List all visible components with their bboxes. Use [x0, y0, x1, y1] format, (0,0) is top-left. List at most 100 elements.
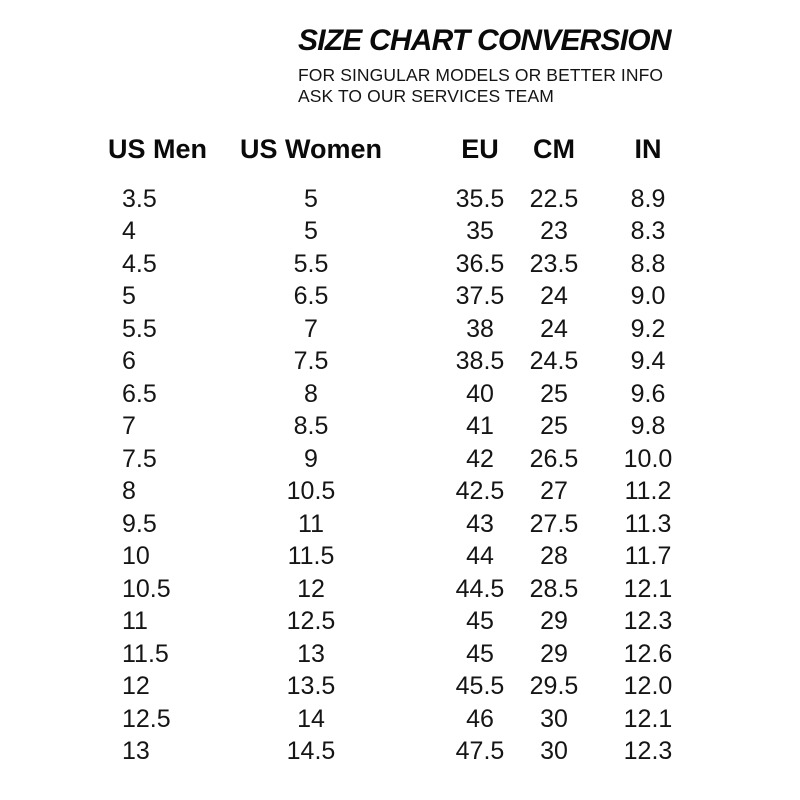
table-row: 6 7.5 38.5 24.5 9.4	[95, 346, 695, 379]
heading-block: SIZE CHART CONVERSION FOR SINGULAR MODEL…	[298, 24, 718, 107]
cell-us-women: 13.5	[286, 672, 336, 701]
cell-eu: 42	[466, 444, 494, 473]
subtitle-line-2: ASK TO OUR SERVICES TEAM	[298, 86, 554, 106]
cell-in: 8.9	[630, 184, 666, 213]
cell-cm: 30	[540, 704, 568, 733]
cell-cm: 29	[540, 607, 568, 636]
cell-us-women: 5.5	[293, 249, 329, 278]
cell-eu: 38.5	[455, 347, 505, 376]
cell-us-men: 5.5	[122, 314, 157, 343]
cell-us-men: 7	[122, 412, 136, 441]
cell-in: 11.7	[624, 542, 672, 571]
cell-in: 9.8	[630, 412, 666, 441]
cell-in: 12.3	[623, 607, 673, 636]
cell-us-men: 13	[122, 737, 150, 766]
cell-us-men: 12.5	[122, 704, 171, 733]
column-header-us-men: US Men	[107, 134, 207, 164]
cell-eu: 42.5	[455, 477, 505, 506]
cell-cm: 29.5	[529, 672, 579, 701]
cell-us-men: 12	[122, 672, 150, 701]
cell-us-women: 6.5	[293, 282, 329, 311]
cell-us-women: 12.5	[286, 607, 336, 636]
table-row: 12 13.5 45.5 29.5 12.0	[95, 671, 695, 704]
column-header-cm: CM	[533, 134, 575, 164]
cell-cm: 22.5	[529, 184, 579, 213]
cell-in: 12.1	[623, 704, 673, 733]
cell-eu: 44.5	[455, 574, 505, 603]
cell-us-men: 9.5	[122, 509, 157, 538]
cell-eu: 36.5	[455, 249, 505, 278]
table-row: 11.5 13 45 29 12.6	[95, 638, 695, 671]
table-row: 10 11.5 44 28 11.7	[95, 541, 695, 574]
table-body: 3.5 5 35.5 22.5 8.9 4 5 35 23 8.3 4.5 5.5 36.5 23.5 8.…	[95, 183, 695, 768]
cell-cm: 23	[540, 217, 568, 246]
cell-us-women: 12	[297, 574, 325, 603]
table-row: 13 14.5 47.5 30 12.3	[95, 736, 695, 769]
cell-us-men: 10	[122, 542, 150, 571]
cell-us-men: 7.5	[122, 444, 157, 473]
cell-us-men: 6.5	[122, 379, 157, 408]
page-subtitle: FOR SINGULAR MODELS OR BETTER INFO ASK T…	[298, 65, 718, 107]
cell-eu: 46	[466, 704, 494, 733]
cell-in: 12.1	[623, 574, 673, 603]
cell-cm: 29	[540, 639, 568, 668]
cell-in: 11.2	[624, 477, 672, 506]
cell-in: 9.6	[630, 379, 666, 408]
table-row: 9.5 11 43 27.5 11.3	[95, 508, 695, 541]
cell-cm: 28.5	[529, 574, 579, 603]
column-header-in: IN	[634, 134, 662, 164]
table-row: 12.5 14 46 30 12.1	[95, 703, 695, 736]
table-row: 4.5 5.5 36.5 23.5 8.8	[95, 248, 695, 281]
table-row: 5 6.5 37.5 24 9.0	[95, 281, 695, 314]
cell-in: 11.3	[624, 509, 672, 538]
cell-us-men: 5	[122, 282, 136, 311]
cell-us-women: 7	[304, 314, 318, 343]
cell-us-women: 8	[304, 379, 318, 408]
cell-us-women: 14	[297, 704, 325, 733]
cell-us-women: 7.5	[293, 347, 329, 376]
table-row: 7 8.5 41 25 9.8	[95, 411, 695, 444]
cell-in: 9.0	[630, 282, 666, 311]
cell-cm: 24.5	[529, 347, 579, 376]
cell-in: 9.2	[630, 314, 666, 343]
cell-us-women: 8.5	[293, 412, 329, 441]
cell-us-women: 10.5	[286, 477, 336, 506]
cell-us-men: 6	[122, 347, 136, 376]
cell-us-men: 11	[122, 607, 148, 636]
cell-eu: 37.5	[455, 282, 505, 311]
cell-eu: 44	[466, 542, 494, 571]
cell-in: 8.3	[630, 217, 666, 246]
cell-cm: 25	[540, 379, 568, 408]
column-header-us-women: US Women	[239, 134, 382, 164]
cell-us-men: 3.5	[122, 184, 157, 213]
cell-us-men: 4	[122, 217, 136, 246]
cell-cm: 28	[540, 542, 568, 571]
table-row: 6.5 8 40 25 9.6	[95, 378, 695, 411]
cell-us-women: 14.5	[286, 737, 336, 766]
cell-eu: 40	[466, 379, 494, 408]
table-row: 8 10.5 42.5 27 11.2	[95, 476, 695, 509]
cell-eu: 45.5	[455, 672, 505, 701]
cell-eu: 43	[466, 509, 494, 538]
cell-eu: 45	[466, 639, 494, 668]
cell-cm: 23.5	[529, 249, 579, 278]
cell-cm: 25	[540, 412, 568, 441]
cell-in: 12.3	[623, 737, 673, 766]
cell-us-men: 8	[122, 477, 136, 506]
cell-eu: 47.5	[455, 737, 505, 766]
cell-cm: 24	[540, 314, 568, 343]
cell-eu: 35.5	[455, 184, 505, 213]
table-row: 11 12.5 45 29 12.3	[95, 606, 695, 639]
cell-us-women: 11.5	[287, 542, 335, 571]
cell-in: 12.0	[623, 672, 673, 701]
table-header-row: US Men US Women EU CM IN	[95, 131, 695, 168]
table-row: 4 5 35 23 8.3	[95, 216, 695, 249]
cell-us-women: 13	[297, 639, 325, 668]
column-header-eu: EU	[461, 134, 499, 164]
cell-in: 9.4	[630, 347, 666, 376]
cell-eu: 38	[466, 314, 494, 343]
cell-in: 12.6	[623, 639, 673, 668]
cell-cm: 30	[540, 737, 568, 766]
cell-eu: 45	[466, 607, 494, 636]
